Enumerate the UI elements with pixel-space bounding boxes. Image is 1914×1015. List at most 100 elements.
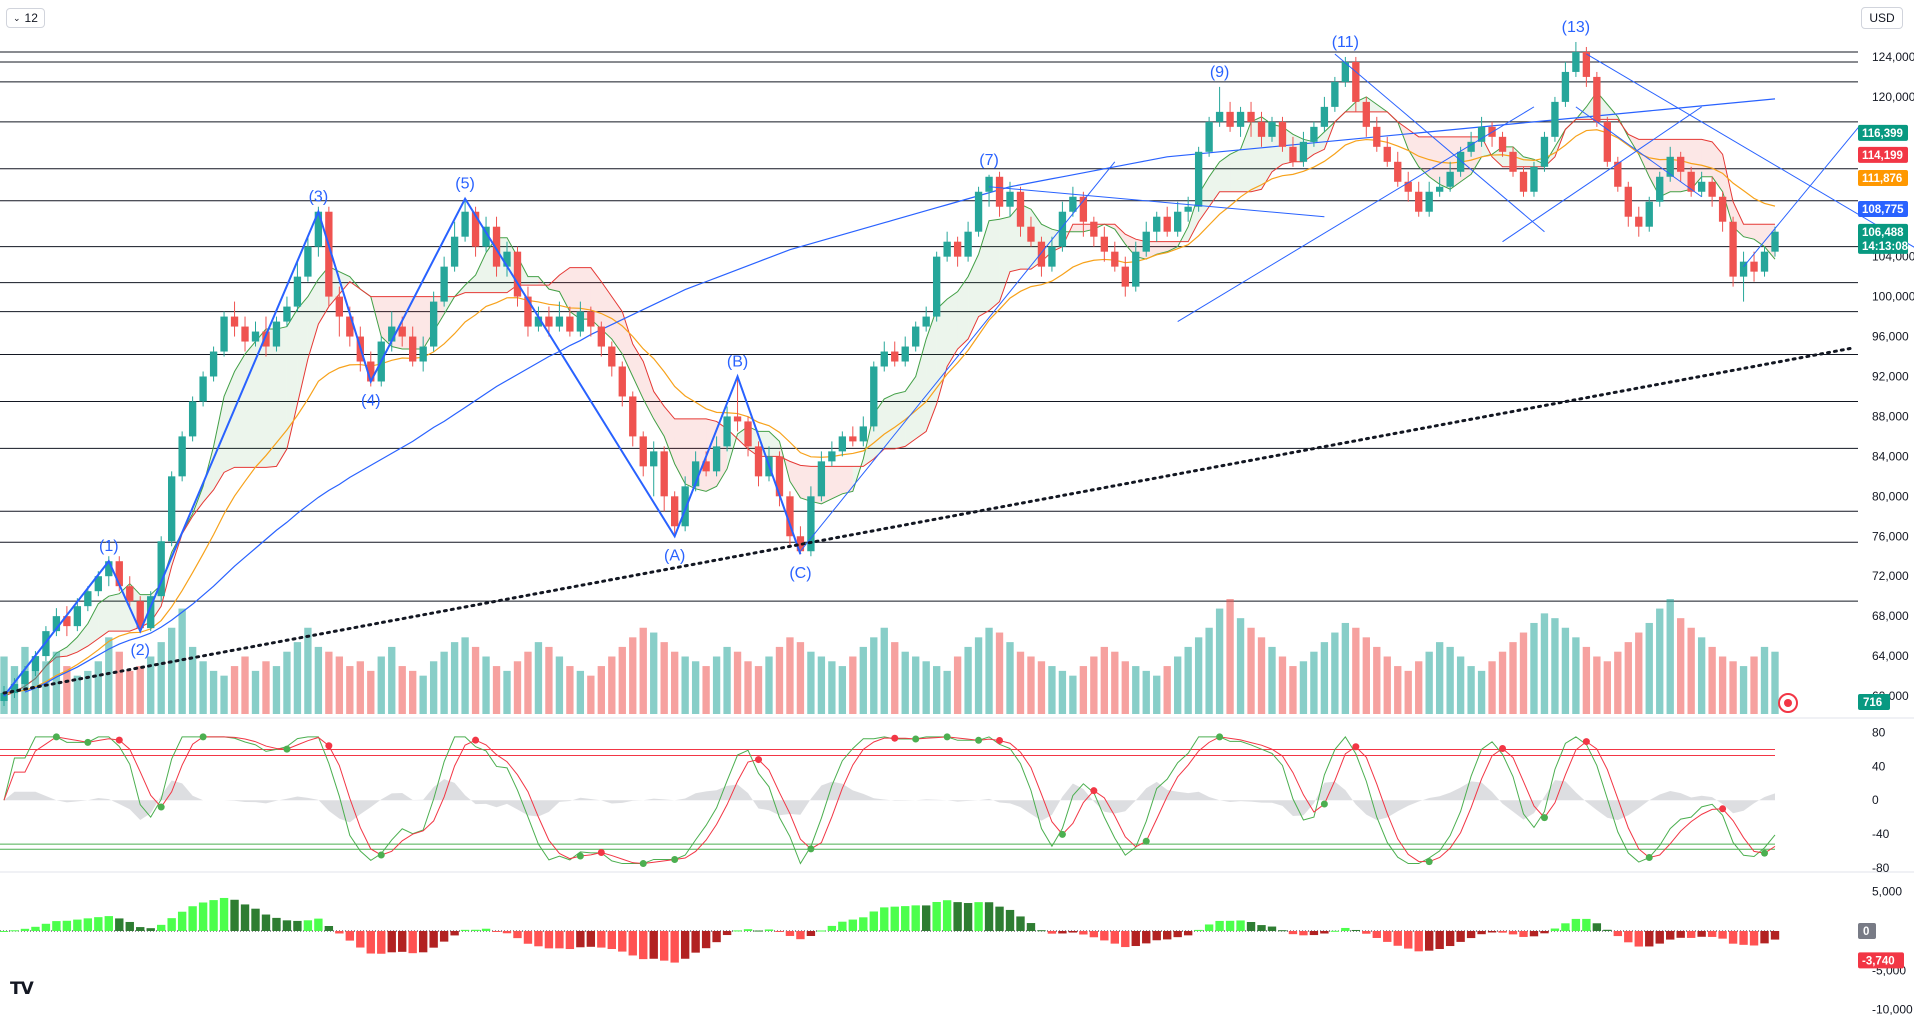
macd-bar — [1320, 930, 1329, 934]
macd-bar — [523, 930, 533, 944]
trendlines — [800, 53, 1914, 552]
macd-bar — [691, 930, 700, 953]
cloud-segment — [915, 339, 927, 439]
macd-bar — [408, 930, 417, 954]
cloud-segment — [203, 446, 214, 503]
macd-bar — [1163, 930, 1172, 940]
macd-bar — [219, 897, 229, 931]
macd-bar — [848, 919, 858, 931]
price-axis-tick: 80,000 — [1872, 489, 1909, 503]
volume-bar — [42, 661, 50, 714]
macd-bar — [576, 930, 585, 948]
candle-body — [1006, 191, 1014, 207]
price-axis-tick: 76,000 — [1872, 529, 1909, 543]
stoch-axis-tick: -80 — [1872, 861, 1890, 875]
candle-body — [1509, 151, 1517, 172]
wave-label: (1) — [99, 538, 119, 555]
elliott-wave-path — [3, 196, 802, 697]
candle-body — [1016, 191, 1025, 227]
candle-body — [953, 241, 962, 257]
macd-bar — [953, 902, 962, 931]
candle-body — [419, 346, 427, 362]
currency-button[interactable]: USD — [1861, 7, 1903, 29]
volume-bar — [775, 646, 784, 714]
macd-bar — [83, 918, 93, 931]
alert-icon[interactable] — [1778, 693, 1798, 713]
macd-bar — [1624, 930, 1633, 943]
volume-bar — [1257, 637, 1266, 714]
volume-bar — [1037, 661, 1046, 714]
volume-bar — [31, 670, 40, 714]
candle-body — [1090, 221, 1098, 237]
macd-bar — [136, 927, 145, 931]
candle-body — [712, 446, 721, 472]
volume-bar — [608, 656, 616, 714]
price-axis[interactable]: 60,00064,00068,00072,00076,00080,00084,0… — [1872, 50, 1914, 1015]
candle-body — [723, 416, 731, 447]
cloud-segment — [527, 276, 539, 286]
macd-bar — [1236, 920, 1245, 931]
macd-bar — [963, 903, 973, 931]
macd-bar — [890, 906, 899, 931]
candle-body — [178, 436, 186, 477]
candle-body — [1100, 236, 1108, 252]
volume-bar — [1090, 656, 1098, 714]
macd-bar — [1362, 930, 1371, 934]
candle-body — [985, 176, 993, 192]
volume-bar — [733, 651, 742, 714]
volume-bar — [1488, 661, 1496, 714]
cloud-segment — [936, 299, 948, 404]
price-tag-value: 111,876 — [1862, 173, 1902, 185]
tradingview-logo-icon[interactable]: TV — [10, 979, 34, 999]
macd-bar — [733, 930, 742, 932]
candle-body — [94, 576, 102, 592]
volume-bar — [1174, 656, 1182, 714]
price-tag — [1858, 200, 1908, 217]
macd-bar — [272, 917, 281, 931]
candle-body — [1739, 261, 1748, 277]
macd-bar — [1676, 930, 1685, 938]
candle-body — [105, 561, 113, 577]
cloud-segment — [1156, 241, 1168, 255]
trendline — [989, 186, 1325, 218]
cloud-segment — [926, 309, 937, 432]
stoch-cross-dot — [576, 852, 584, 860]
volume-bar — [796, 642, 805, 714]
wave-label: (11) — [1332, 34, 1359, 51]
cloud-segment — [580, 267, 591, 320]
macd-bar — [544, 930, 554, 949]
macd-bar — [1383, 930, 1392, 942]
cloud-segment — [800, 465, 811, 502]
volume-bar — [115, 651, 123, 714]
stoch-cross-dot — [283, 745, 291, 753]
volume-bar — [754, 666, 763, 714]
alert-icon-dot — [1784, 699, 1792, 707]
cloud-segment — [1230, 149, 1241, 192]
macd-bar — [942, 900, 952, 931]
candle-body — [1320, 106, 1329, 127]
candle-body — [325, 211, 333, 297]
interval-dropdown[interactable]: ⌄ 12 — [6, 8, 45, 28]
macd-bar — [1498, 930, 1507, 933]
volume-bar — [985, 627, 993, 714]
macd-bar — [1047, 930, 1057, 934]
candle-body — [450, 236, 459, 267]
candle-body — [1551, 101, 1559, 137]
candle-body — [1456, 151, 1465, 172]
stoch-cross-dot — [1719, 805, 1727, 813]
cloud-segment — [276, 326, 287, 467]
macd-bar — [921, 905, 931, 931]
macd-bar — [1110, 930, 1119, 944]
macd-bar — [743, 929, 753, 931]
stoch-cross-dot — [52, 733, 60, 741]
macd-bar — [817, 930, 826, 932]
stoch-cross-dot — [1582, 738, 1590, 746]
macd-bar — [1173, 930, 1182, 938]
stoch-cross-dot — [1142, 837, 1150, 845]
macd-bar — [1477, 930, 1486, 935]
stoch-cross-dot — [597, 849, 605, 857]
volume-bars — [0, 599, 1779, 714]
volume-bar — [566, 666, 574, 714]
macd-bar — [10, 930, 19, 932]
